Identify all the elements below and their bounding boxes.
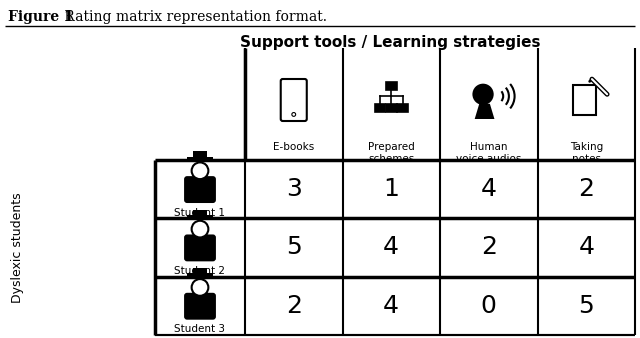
Text: 4: 4 — [383, 294, 399, 318]
FancyBboxPatch shape — [193, 210, 207, 215]
Circle shape — [472, 84, 493, 105]
Text: E-books: E-books — [273, 142, 314, 152]
Text: Human
voice audios: Human voice audios — [456, 142, 522, 164]
FancyBboxPatch shape — [184, 293, 216, 320]
Text: 5: 5 — [579, 294, 594, 318]
FancyBboxPatch shape — [184, 176, 216, 203]
Circle shape — [191, 162, 209, 179]
Text: 3: 3 — [286, 177, 301, 201]
Text: Student 1: Student 1 — [175, 208, 225, 218]
Text: 0: 0 — [481, 294, 497, 318]
Text: 1: 1 — [383, 177, 399, 201]
FancyBboxPatch shape — [193, 268, 207, 273]
Text: 4: 4 — [481, 177, 497, 201]
FancyBboxPatch shape — [573, 85, 596, 115]
FancyBboxPatch shape — [374, 104, 385, 112]
Circle shape — [191, 221, 209, 238]
FancyBboxPatch shape — [386, 82, 397, 90]
Text: Student 3: Student 3 — [175, 324, 225, 335]
Text: Dyslexic students: Dyslexic students — [12, 192, 24, 303]
Text: 2: 2 — [579, 177, 595, 201]
Text: Rating matrix representation format.: Rating matrix representation format. — [60, 10, 327, 24]
Polygon shape — [475, 104, 495, 119]
Text: 4: 4 — [579, 236, 595, 260]
Text: 2: 2 — [481, 236, 497, 260]
Circle shape — [292, 113, 296, 116]
Circle shape — [191, 279, 209, 296]
FancyBboxPatch shape — [187, 273, 213, 277]
FancyBboxPatch shape — [187, 156, 213, 161]
FancyBboxPatch shape — [386, 104, 397, 112]
Text: 5: 5 — [286, 236, 301, 260]
FancyBboxPatch shape — [397, 104, 408, 112]
Text: Figure 1: Figure 1 — [8, 10, 74, 24]
Text: 2: 2 — [285, 294, 301, 318]
Text: Prepared
schemes: Prepared schemes — [368, 142, 415, 164]
Text: 4: 4 — [383, 236, 399, 260]
Text: Student 2: Student 2 — [175, 266, 225, 276]
Text: Taking
notes: Taking notes — [570, 142, 603, 164]
Text: Support tools / Learning strategies: Support tools / Learning strategies — [240, 35, 540, 50]
FancyBboxPatch shape — [184, 235, 216, 261]
FancyBboxPatch shape — [193, 151, 207, 156]
FancyBboxPatch shape — [187, 215, 213, 219]
FancyBboxPatch shape — [281, 79, 307, 121]
